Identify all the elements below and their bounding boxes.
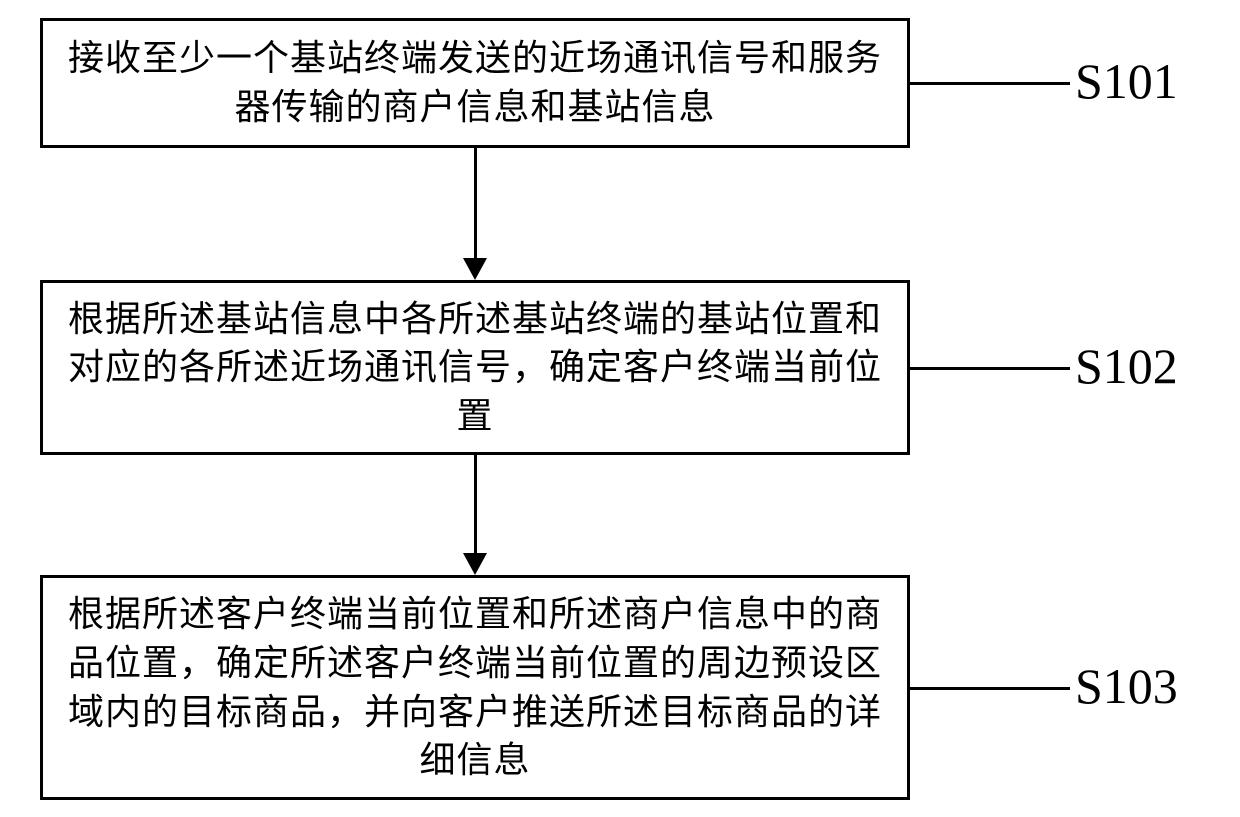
step-text: 接收至少一个基站终端发送的近场通讯信号和服务器传输的商户信息和基站信息 bbox=[63, 34, 887, 131]
connector-line bbox=[910, 687, 1070, 690]
step-text: 根据所述基站信息中各所述基站终端的基站位置和对应的各所述近场通讯信号，确定客户终… bbox=[63, 295, 887, 441]
arrow-head-icon bbox=[463, 258, 487, 280]
step-label-s102: S102 bbox=[1075, 337, 1178, 395]
step-box-s103: 根据所述客户终端当前位置和所述商户信息中的商品位置，确定所述客户终端当前位置的周… bbox=[40, 575, 910, 800]
arrow-line bbox=[474, 148, 477, 258]
connector-line bbox=[910, 82, 1070, 85]
step-box-s101: 接收至少一个基站终端发送的近场通讯信号和服务器传输的商户信息和基站信息 bbox=[40, 18, 910, 148]
flowchart-canvas: 接收至少一个基站终端发送的近场通讯信号和服务器传输的商户信息和基站信息 S101… bbox=[0, 0, 1240, 817]
step-label-s101: S101 bbox=[1075, 52, 1178, 110]
step-label-s103: S103 bbox=[1075, 657, 1178, 715]
arrow-head-icon bbox=[463, 553, 487, 575]
step-text: 根据所述客户终端当前位置和所述商户信息中的商品位置，确定所述客户终端当前位置的周… bbox=[63, 590, 887, 784]
arrow-line bbox=[474, 455, 477, 553]
connector-line bbox=[910, 367, 1070, 370]
step-box-s102: 根据所述基站信息中各所述基站终端的基站位置和对应的各所述近场通讯信号，确定客户终… bbox=[40, 280, 910, 455]
